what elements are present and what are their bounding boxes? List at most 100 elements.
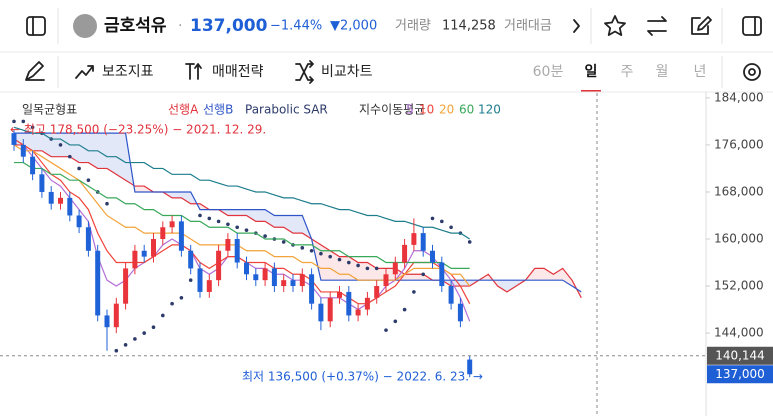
period-tab[interactable]: 일 <box>585 64 598 80</box>
candle-body <box>290 280 296 287</box>
sar-dot <box>384 328 388 332</box>
candle-body <box>467 359 473 375</box>
candle-body <box>85 227 91 251</box>
indicators-button[interactable]: 보조지표 <box>102 64 154 80</box>
candle-body <box>188 250 194 269</box>
period-tab[interactable]: 년 <box>694 64 707 80</box>
candle-body <box>374 286 380 298</box>
sidebar-toggle[interactable] <box>26 16 46 36</box>
compare-icon[interactable] <box>295 60 314 84</box>
sar-dot <box>449 225 453 230</box>
sar-dot <box>86 178 91 183</box>
legend-group: 지수이동평균 <box>359 103 425 117</box>
period-tab[interactable]: 60분 <box>533 64 564 80</box>
cloud-fill <box>237 209 247 216</box>
candle-body <box>141 250 147 257</box>
legend-item: 5 <box>406 103 414 117</box>
sar-dot <box>328 254 333 259</box>
sar-dot <box>161 313 165 318</box>
candle-body <box>318 303 324 322</box>
edit-icon[interactable] <box>691 16 712 35</box>
sar-dot <box>12 119 16 124</box>
sar-dot <box>226 222 230 227</box>
sar-dot <box>68 154 72 159</box>
candle-body <box>337 291 342 298</box>
candle-body <box>299 274 305 287</box>
compare-button[interactable]: 비교차트 <box>321 64 373 80</box>
candle-body <box>244 262 249 275</box>
draw-icon[interactable] <box>25 61 45 81</box>
candle-body <box>178 221 184 251</box>
cloud-fill <box>534 268 545 281</box>
sar-dot <box>151 325 156 330</box>
candle-body <box>234 239 240 263</box>
cloud-fill <box>107 133 117 175</box>
cloud-fill <box>246 209 256 222</box>
price-label: 140,144 <box>715 348 765 362</box>
y-tick-label: 168,000 <box>714 184 764 198</box>
sar-dot <box>421 272 426 277</box>
cloud-fill <box>134 186 145 192</box>
settings-icon[interactable] <box>743 63 761 81</box>
sar-dot <box>244 228 249 232</box>
candle-body <box>253 274 259 281</box>
sar-dot <box>467 240 472 244</box>
period-tab[interactable]: 주 <box>621 64 634 80</box>
sar-dot <box>440 219 444 224</box>
panel-toggle[interactable] <box>742 16 762 36</box>
swap-icon[interactable] <box>647 16 667 36</box>
sar-dot <box>198 213 202 218</box>
sar-dot <box>337 257 342 262</box>
sar-dot <box>188 278 193 282</box>
cloud-fill <box>367 262 377 281</box>
price-label-box <box>707 346 773 365</box>
legend-item: 120 <box>478 103 501 117</box>
candle-body <box>411 233 417 245</box>
candle-body <box>392 262 398 275</box>
sar-dot <box>114 348 119 353</box>
stock-price: 137,000 <box>190 16 268 36</box>
sar-dot <box>105 201 109 206</box>
candle-body <box>364 297 370 310</box>
sar-dot <box>412 290 416 294</box>
strategy-icon[interactable] <box>185 63 202 80</box>
cloud-fill <box>23 133 33 151</box>
cloud-fill <box>172 191 182 198</box>
strategy-button[interactable]: 매매전략 <box>212 64 264 80</box>
candle-body <box>383 274 389 287</box>
cloud-fill <box>358 262 368 281</box>
cloud-fill <box>404 274 414 281</box>
cloud-fill <box>274 215 284 228</box>
sar-dot <box>309 248 314 253</box>
candle-body <box>76 215 82 228</box>
sar-dot <box>77 166 81 171</box>
candle-body <box>95 250 101 316</box>
sar-dot <box>123 343 128 347</box>
cloud-fill <box>69 133 80 163</box>
sar-dot <box>263 234 267 238</box>
y-tick-label: 152,000 <box>714 279 764 293</box>
candle-body <box>67 197 73 216</box>
plot-area <box>0 119 706 378</box>
candle-body <box>430 250 435 263</box>
candle-body <box>11 133 17 145</box>
candle-body <box>420 233 426 251</box>
indicator-icon[interactable] <box>75 65 94 79</box>
cloud-fill <box>413 274 424 281</box>
legend-item: Parabolic SAR <box>245 103 328 117</box>
indicator-line <box>13 126 471 240</box>
candle-body <box>104 315 110 328</box>
period-tab[interactable]: 월 <box>656 64 669 80</box>
cloud-fill <box>116 133 126 181</box>
candle-body <box>457 303 463 322</box>
candle-body <box>327 297 333 322</box>
sar-dot <box>170 301 174 306</box>
scroll-right[interactable] <box>573 19 580 33</box>
sar-dot <box>356 263 360 268</box>
favorite-icon[interactable] <box>604 15 626 36</box>
dot: · <box>178 18 182 34</box>
cloud-fill <box>460 280 470 287</box>
cloud-fill <box>553 268 563 281</box>
